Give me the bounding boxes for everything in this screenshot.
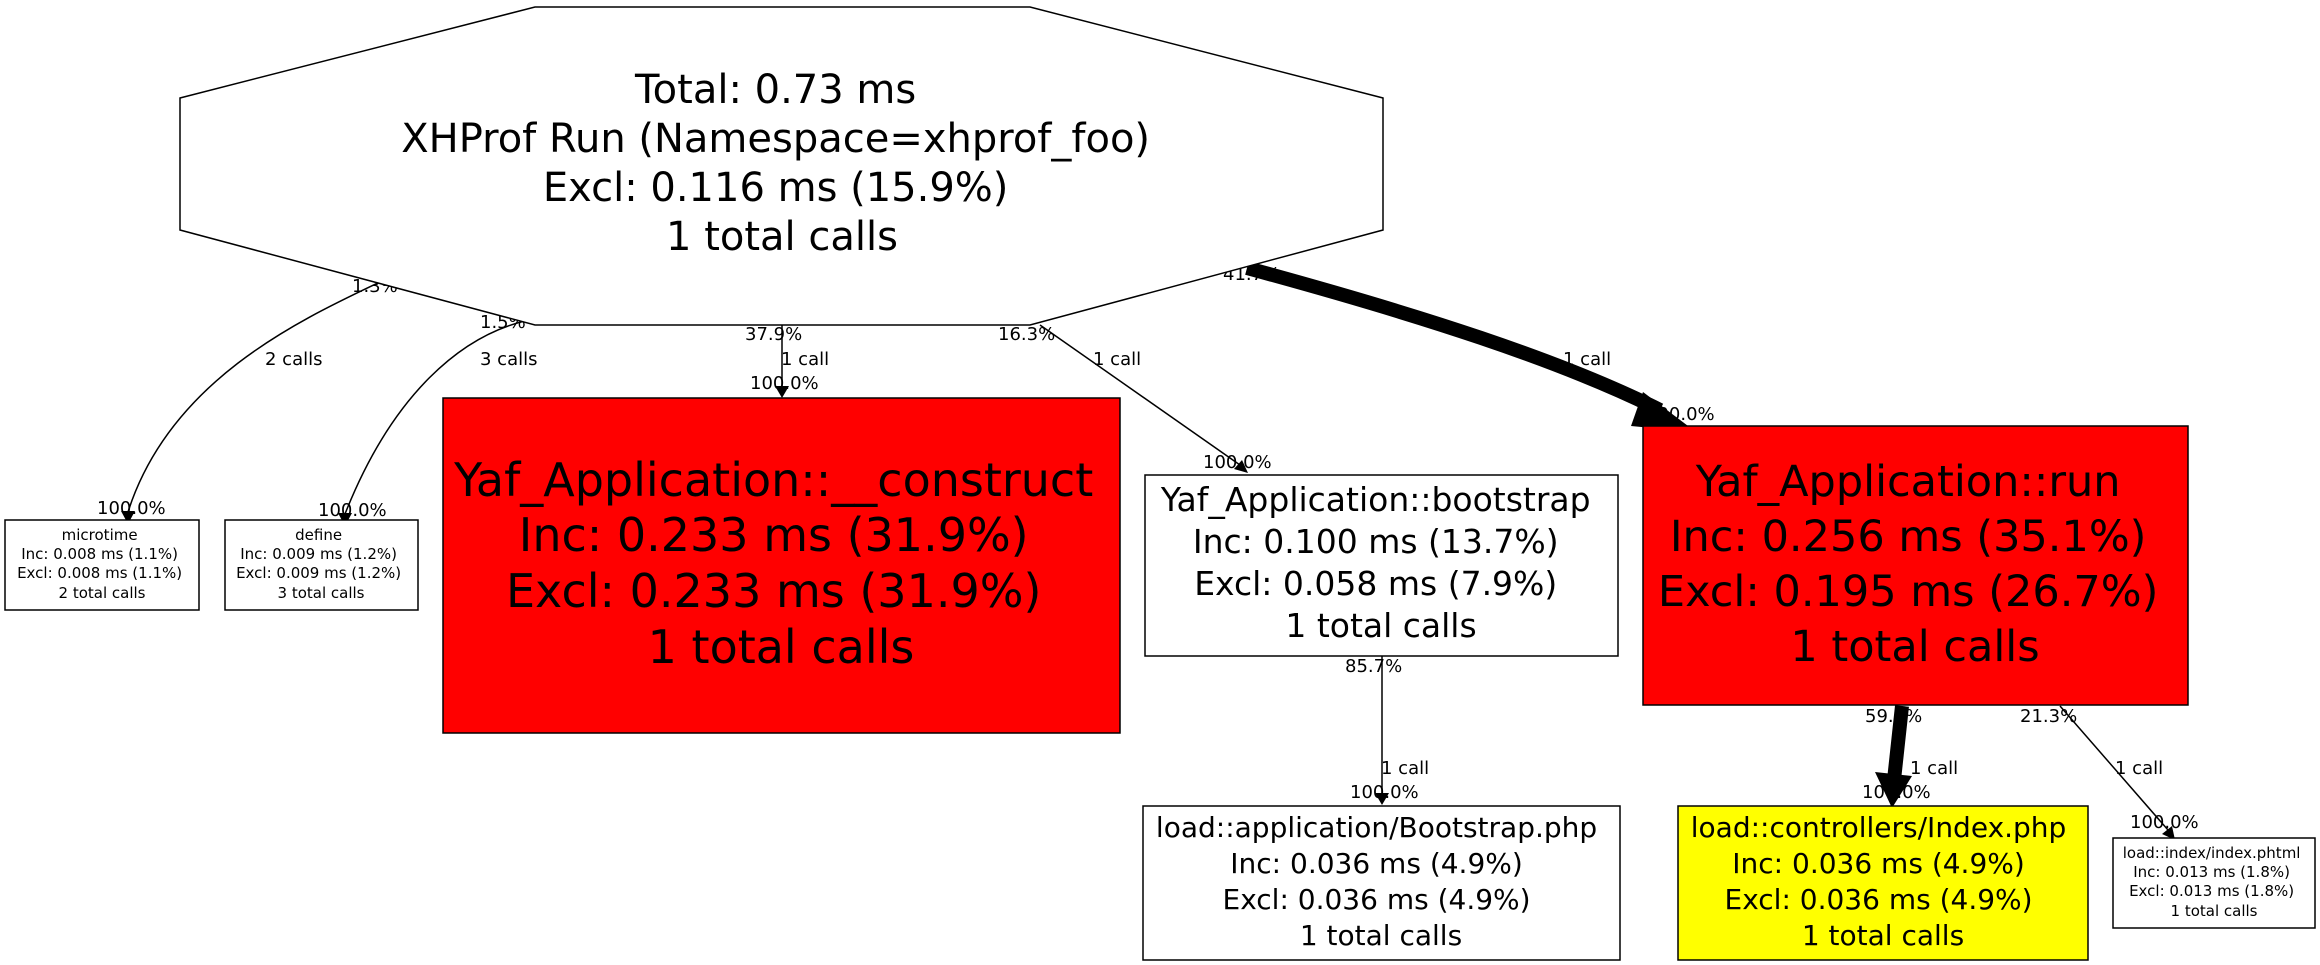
node-line: 1 total calls	[2171, 902, 2258, 920]
svg-text:define Inc: 0.009 ms (1.: define Inc: 0.009 ms (1.2%) Excl: 0.009 …	[236, 526, 406, 602]
node-line: Inc: 0.013 ms (1.8%)	[2133, 863, 2290, 881]
edge-head-label: 100.0%	[97, 498, 166, 519]
node-line: Inc: 0.036 ms (4.9%)	[1230, 847, 1523, 880]
node-bootstrap-php[interactable]: load::application/Bootstrap.php Inc: 0.0…	[1142, 805, 1621, 961]
edge-run-indexphtml: 21.3% 1 call 100.0%	[2020, 705, 2199, 840]
node-line: Inc: 0.233 ms (31.9%)	[519, 508, 1029, 562]
node-line: Excl: 0.036 ms (4.9%)	[1223, 883, 1531, 916]
edge-calls-label: 1 call	[2115, 758, 2163, 779]
edge-tail-label: 37.9%	[745, 324, 802, 345]
node-line: Excl: 0.008 ms (1.1%)	[17, 564, 182, 582]
edge-bootstrap-bootstrapphp: 85.7% 1 call 100.0%	[1345, 656, 1429, 805]
node-line: Total: 0.73 ms	[634, 67, 916, 113]
svg-text:load::index/index.phtml: load::index/index.phtml Inc: 0.013 ms (1…	[2123, 844, 2306, 920]
edge-run-indexphp: 59.5% 1 call 100.0%	[1862, 705, 1958, 808]
node-line: 2 total calls	[59, 584, 146, 602]
node-line: Excl: 0.195 ms (26.7%)	[1658, 567, 2158, 617]
node-construct[interactable]: Yaf_Application::__construct Inc: 0.233 …	[442, 397, 1121, 734]
svg-text:Yaf_Application::bootstrap: Yaf_Application::bootstrap Inc: 0.100 ms…	[1160, 480, 1601, 645]
edge-head-label: 100.0%	[1350, 782, 1419, 803]
node-line: Yaf_Application::run	[1695, 457, 2121, 507]
edge-calls-label: 1 call	[1910, 758, 1958, 779]
edge-head-label: 100.0%	[1862, 782, 1931, 803]
node-define[interactable]: define Inc: 0.009 ms (1.2%) Excl: 0.009 …	[224, 519, 419, 611]
edge-root-bootstrap: 16.3% 1 call 100.0%	[998, 324, 1272, 473]
edge-head-label: 100.0%	[1203, 452, 1272, 473]
node-line: 1 total calls	[1285, 606, 1476, 645]
node-microtime[interactable]: microtime Inc: 0.008 ms (1.1%) Excl: 0.0…	[4, 519, 200, 611]
node-line: Excl: 0.009 ms (1.2%)	[236, 564, 401, 582]
node-line: load::index/index.phtml	[2123, 844, 2301, 862]
node-line: Excl: 0.036 ms (4.9%)	[1725, 883, 2033, 916]
edge-tail-label: 85.7%	[1345, 656, 1402, 677]
node-line: 1 total calls	[1300, 919, 1462, 952]
edge-tail-label: 21.3%	[2020, 706, 2077, 727]
edge-calls-label: 2 calls	[265, 349, 322, 370]
node-line: Excl: 0.116 ms (15.9%)	[543, 165, 1009, 211]
node-line: Inc: 0.100 ms (13.7%)	[1193, 522, 1559, 561]
edge-head-label: 100.0%	[750, 373, 819, 394]
node-line: Inc: 0.009 ms (1.2%)	[240, 545, 397, 563]
node-run[interactable]: Yaf_Application::run Inc: 0.256 ms (35.1…	[1642, 425, 2189, 706]
node-root[interactable]: Total: 0.73 ms XHProf Run (Namespace=xhp…	[179, 6, 1384, 326]
node-line: Yaf_Application::__construct	[453, 453, 1093, 507]
edge-root-construct: 37.9% 1 call 100.0%	[745, 324, 829, 398]
node-line: Inc: 0.256 ms (35.1%)	[1670, 512, 2147, 562]
svg-text:microtime Inc: 0.008 ms: microtime Inc: 0.008 ms (1.1%) Excl: 0.0…	[17, 526, 187, 602]
node-line: 1 total calls	[648, 620, 915, 674]
edge-root-run: 41.7% 1 call 100.0%	[1223, 261, 1715, 432]
node-line: Excl: 0.233 ms (31.9%)	[506, 564, 1041, 618]
edge-calls-label: 1 call	[781, 349, 829, 370]
node-bootstrap[interactable]: Yaf_Application::bootstrap Inc: 0.100 ms…	[1144, 474, 1619, 657]
edge-calls-label: 1 call	[1563, 349, 1611, 370]
svg-text:load::application/Bootstrap.ph: load::application/Bootstrap.php Inc: 0.0…	[1156, 811, 1606, 952]
svg-text:Total: 0.73 ms XHProf Ru: Total: 0.73 ms XHProf Run (Namespace=xhp…	[401, 67, 1163, 260]
node-line: 1 total calls	[1790, 622, 2039, 672]
node-index-php[interactable]: load::controllers/Index.php Inc: 0.036 m…	[1677, 805, 2089, 961]
node-line: 3 total calls	[278, 584, 365, 602]
node-line: Excl: 0.058 ms (7.9%)	[1194, 564, 1557, 603]
edge-calls-label: 1 call	[1381, 758, 1429, 779]
node-line: load::application/Bootstrap.php	[1156, 811, 1597, 844]
edge-calls-label: 3 calls	[480, 349, 537, 370]
node-index-phtml[interactable]: load::index/index.phtml Inc: 0.013 ms (1…	[2112, 837, 2316, 929]
node-line: 1 total calls	[666, 214, 898, 260]
node-line: load::controllers/Index.php	[1691, 811, 2067, 844]
edge-head-label: 100.0%	[318, 500, 387, 521]
svg-text:load::controllers/Index.php: load::controllers/Index.php Inc: 0.036 m…	[1691, 811, 2076, 952]
node-line: 1 total calls	[1802, 919, 1964, 952]
node-line: XHProf Run (Namespace=xhprof_foo)	[401, 116, 1150, 162]
edge-head-label: 100.0%	[2130, 812, 2199, 833]
node-line: Inc: 0.036 ms (4.9%)	[1732, 847, 2025, 880]
svg-text:Yaf_Application::run Inc: Yaf_Application::run Inc: 0.256 ms (35.1…	[1658, 457, 2172, 672]
node-line: microtime	[62, 526, 138, 544]
edge-root-microtime: 1.3% 2 calls 100.0%	[97, 276, 398, 524]
svg-text:Yaf_Application::__construct: Yaf_Application::__construct Inc: 0.233 …	[453, 453, 1108, 674]
node-line: Yaf_Application::bootstrap	[1160, 480, 1591, 519]
edge-head-label: 100.0%	[1646, 404, 1715, 425]
edge-calls-label: 1 call	[1093, 349, 1141, 370]
edge-tail-label: 59.5%	[1865, 706, 1922, 727]
node-line: define	[295, 526, 342, 544]
edge-tail-label: 16.3%	[998, 324, 1055, 345]
node-line: Inc: 0.008 ms (1.1%)	[21, 545, 178, 563]
node-line: Excl: 0.013 ms (1.8%)	[2129, 882, 2294, 900]
